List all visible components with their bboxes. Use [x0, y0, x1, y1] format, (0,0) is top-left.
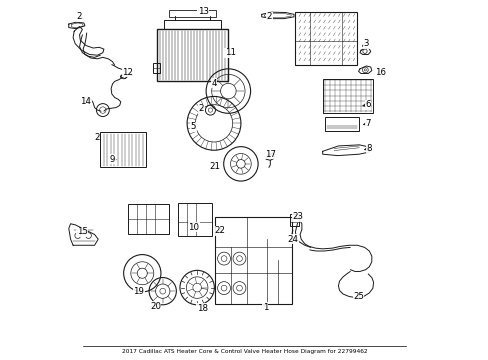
Text: 4: 4 — [211, 79, 216, 88]
Bar — [323, 78, 372, 113]
Text: 10: 10 — [188, 223, 199, 232]
Text: 21: 21 — [209, 162, 220, 171]
Bar — [215, 217, 292, 304]
Text: 14: 14 — [81, 97, 91, 106]
Text: 2: 2 — [77, 12, 82, 21]
Text: 24: 24 — [287, 235, 298, 244]
Text: 7: 7 — [365, 119, 370, 128]
Text: 8: 8 — [366, 144, 371, 153]
Text: 2: 2 — [266, 12, 272, 21]
Bar — [156, 30, 228, 81]
Text: 17: 17 — [264, 150, 275, 159]
Text: 13: 13 — [197, 7, 208, 16]
Bar — [294, 12, 357, 65]
Bar — [325, 117, 359, 131]
Bar — [169, 10, 215, 17]
Text: 23: 23 — [291, 212, 303, 221]
Text: 20: 20 — [150, 302, 161, 311]
Bar — [153, 63, 159, 73]
Text: 22: 22 — [214, 226, 225, 235]
Text: 9: 9 — [110, 155, 115, 164]
Bar — [128, 204, 169, 234]
Bar — [178, 203, 212, 235]
Text: 2: 2 — [198, 104, 204, 113]
Text: 1: 1 — [262, 303, 267, 312]
Text: 2: 2 — [94, 133, 99, 142]
Bar — [100, 132, 146, 167]
Text: 15: 15 — [77, 228, 88, 237]
Text: 25: 25 — [352, 292, 363, 301]
Text: 19: 19 — [133, 287, 144, 296]
Bar — [290, 215, 299, 226]
Text: 3: 3 — [363, 39, 368, 48]
Text: 16: 16 — [374, 68, 386, 77]
Text: 6: 6 — [365, 100, 370, 109]
Text: 5: 5 — [190, 122, 196, 131]
Text: 11: 11 — [224, 48, 235, 57]
Text: 12: 12 — [122, 68, 133, 77]
Text: 18: 18 — [196, 304, 207, 313]
Text: 2017 Cadillac ATS Heater Core & Control Valve Heater Hose Diagram for 22799462: 2017 Cadillac ATS Heater Core & Control … — [122, 349, 366, 354]
